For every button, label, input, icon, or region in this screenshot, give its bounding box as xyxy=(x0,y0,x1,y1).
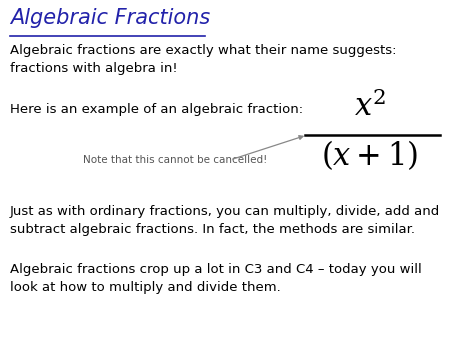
Text: $x^2$: $x^2$ xyxy=(354,90,386,122)
Text: Algebraic fractions crop up a lot in C3 and C4 – today you will
look at how to m: Algebraic fractions crop up a lot in C3 … xyxy=(10,263,422,294)
Text: Algebraic Fractions: Algebraic Fractions xyxy=(10,8,210,28)
Text: Just as with ordinary fractions, you can multiply, divide, add and
subtract alge: Just as with ordinary fractions, you can… xyxy=(10,205,440,236)
Text: Note that this cannot be cancelled!: Note that this cannot be cancelled! xyxy=(83,155,267,165)
Text: $(x+1)$: $(x+1)$ xyxy=(321,138,419,172)
Text: Here is an example of an algebraic fraction:: Here is an example of an algebraic fract… xyxy=(10,103,303,116)
Text: Algebraic fractions are exactly what their name suggests:
fractions with algebra: Algebraic fractions are exactly what the… xyxy=(10,44,396,75)
